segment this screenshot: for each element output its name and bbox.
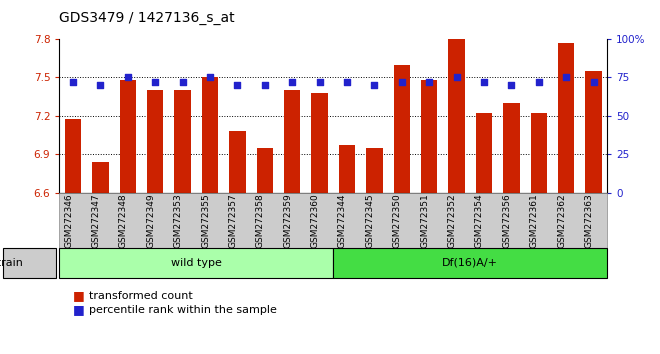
Bar xyxy=(229,131,246,193)
Text: GSM272351: GSM272351 xyxy=(420,193,429,248)
Bar xyxy=(202,78,218,193)
Text: strain: strain xyxy=(0,258,23,268)
Text: GSM272344: GSM272344 xyxy=(338,193,347,247)
Bar xyxy=(421,80,438,193)
Bar xyxy=(503,103,519,193)
Point xyxy=(150,79,160,85)
Text: transformed count: transformed count xyxy=(89,291,193,301)
Text: GSM272350: GSM272350 xyxy=(393,193,402,248)
Point xyxy=(68,79,79,85)
Bar xyxy=(92,162,109,193)
Point xyxy=(451,75,462,80)
Text: GSM272349: GSM272349 xyxy=(147,193,155,248)
Bar xyxy=(119,80,136,193)
Point xyxy=(424,79,434,85)
Text: percentile rank within the sample: percentile rank within the sample xyxy=(89,305,277,315)
Text: ■: ■ xyxy=(73,289,84,302)
Point xyxy=(123,75,133,80)
Bar xyxy=(366,148,383,193)
Point xyxy=(314,79,325,85)
Text: GSM272346: GSM272346 xyxy=(64,193,73,248)
Bar xyxy=(174,90,191,193)
Text: GSM272360: GSM272360 xyxy=(311,193,319,248)
Text: GSM272357: GSM272357 xyxy=(228,193,238,248)
Point xyxy=(478,79,489,85)
Point xyxy=(506,82,517,88)
Bar xyxy=(284,90,300,193)
Text: GSM272352: GSM272352 xyxy=(447,193,457,248)
Text: wild type: wild type xyxy=(171,258,222,268)
Point xyxy=(342,79,352,85)
Text: GDS3479 / 1427136_s_at: GDS3479 / 1427136_s_at xyxy=(59,11,235,25)
Text: GSM272361: GSM272361 xyxy=(530,193,539,248)
Bar xyxy=(312,93,328,193)
Text: GSM272363: GSM272363 xyxy=(585,193,593,248)
Bar xyxy=(257,148,273,193)
Point xyxy=(95,82,106,88)
Bar xyxy=(585,71,602,193)
Text: GSM272358: GSM272358 xyxy=(256,193,265,248)
Text: GSM272362: GSM272362 xyxy=(557,193,566,248)
Text: Df(16)A/+: Df(16)A/+ xyxy=(442,258,498,268)
Point xyxy=(259,82,270,88)
Text: GSM272348: GSM272348 xyxy=(119,193,128,248)
Point xyxy=(397,79,407,85)
Bar xyxy=(476,113,492,193)
Bar xyxy=(339,145,355,193)
Text: GSM272356: GSM272356 xyxy=(502,193,512,248)
Point xyxy=(588,79,599,85)
Bar xyxy=(558,43,574,193)
Text: GSM272354: GSM272354 xyxy=(475,193,484,248)
Point xyxy=(287,79,298,85)
Bar xyxy=(393,64,410,193)
Point xyxy=(178,79,188,85)
Text: GSM272345: GSM272345 xyxy=(366,193,374,248)
Point xyxy=(533,79,544,85)
Bar xyxy=(531,113,547,193)
Text: ■: ■ xyxy=(73,303,84,316)
Point xyxy=(369,82,380,88)
Bar xyxy=(147,90,164,193)
Text: GSM272359: GSM272359 xyxy=(283,193,292,248)
Bar xyxy=(65,119,81,193)
Text: GSM272353: GSM272353 xyxy=(174,193,183,248)
Text: GSM272347: GSM272347 xyxy=(92,193,100,248)
Bar xyxy=(448,39,465,193)
Point xyxy=(561,75,572,80)
Point xyxy=(205,75,215,80)
Point xyxy=(232,82,243,88)
Text: GSM272355: GSM272355 xyxy=(201,193,210,248)
